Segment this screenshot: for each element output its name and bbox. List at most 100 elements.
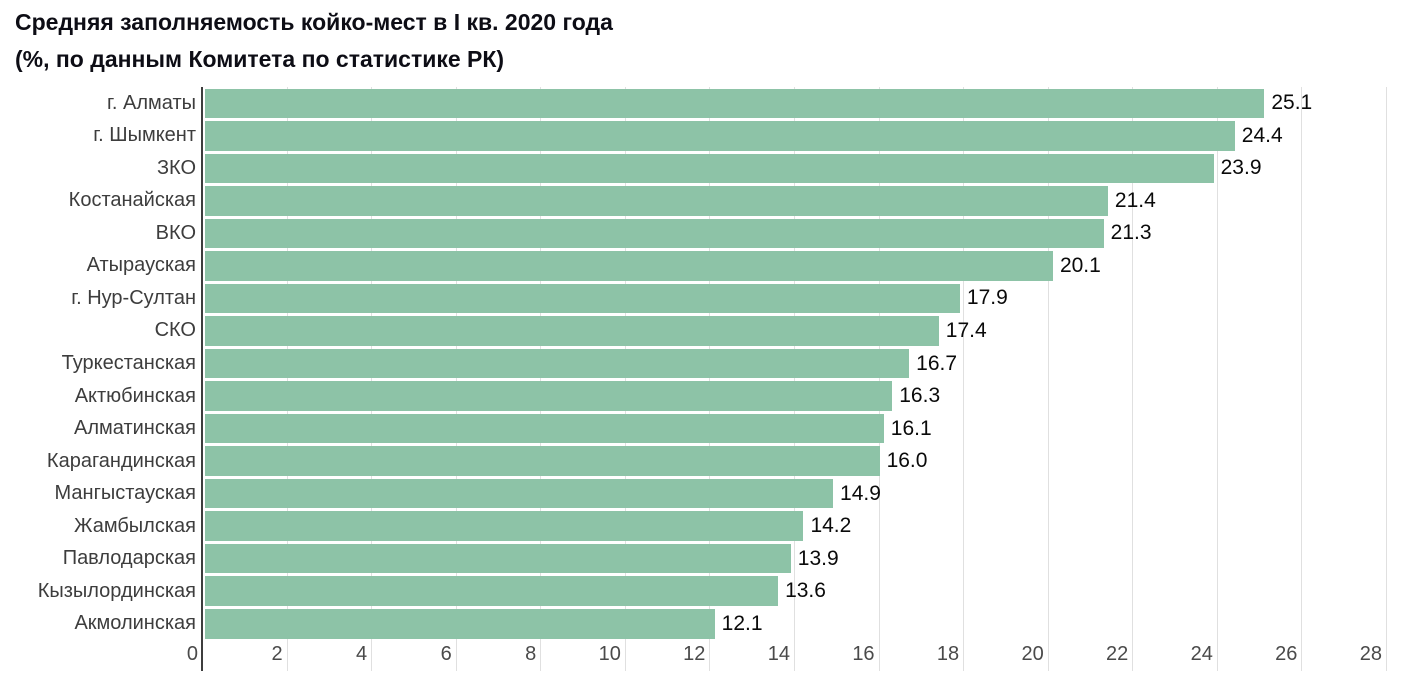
bar-4 bbox=[205, 218, 1104, 249]
category-label: Карагандинская bbox=[46, 449, 196, 472]
category-label: Акмолинская bbox=[74, 612, 196, 635]
gridline-x-12 bbox=[709, 87, 711, 671]
x-tick-label-20: 20 bbox=[1021, 643, 1044, 665]
bar-row: 16.1 bbox=[205, 412, 1405, 445]
gridline-x-2 bbox=[286, 87, 288, 671]
bar-8 bbox=[205, 348, 910, 379]
x-tick-label-12: 12 bbox=[683, 643, 706, 665]
bar-11 bbox=[205, 446, 880, 476]
x-tick-label-22: 22 bbox=[1106, 643, 1129, 665]
x-tick-label-4: 4 bbox=[356, 643, 368, 665]
x-tick-label-24: 24 bbox=[1190, 643, 1213, 665]
bar-row: 20.1 bbox=[205, 250, 1405, 283]
bar-value-label: 16.7 bbox=[916, 351, 958, 375]
chart-title-line1: Средняя заполняемость койко-мест в I кв.… bbox=[15, 9, 613, 35]
bar-row: 14.9 bbox=[205, 477, 1405, 510]
category-label: Кызылординская bbox=[37, 579, 196, 602]
bar-row: 16.0 bbox=[205, 445, 1405, 478]
bar-row: 25.1 bbox=[205, 87, 1405, 120]
bar-series: 25.1 24.4 23.9 21.4 21.3 20.1 17.9 17.4 16.7 16.3… bbox=[205, 87, 1405, 640]
gridline-x-28 bbox=[1386, 87, 1387, 671]
bar-10 bbox=[205, 413, 884, 444]
bar-row: 13.6 bbox=[205, 575, 1405, 608]
bar-value-label: 17.9 bbox=[966, 286, 1008, 310]
bar-9 bbox=[205, 381, 893, 411]
x-tick-label-28: 28 bbox=[1359, 643, 1382, 665]
category-label: Костанайская bbox=[68, 189, 196, 212]
bar-value-label: 20.1 bbox=[1059, 253, 1101, 277]
gridline-x-18 bbox=[963, 87, 965, 671]
bar-value-label: 16.3 bbox=[899, 384, 941, 408]
bar-12 bbox=[205, 478, 834, 509]
category-label: Актюбинская bbox=[74, 384, 196, 407]
category-label: Атырауская bbox=[86, 254, 196, 277]
category-label: ЗКО bbox=[156, 156, 196, 179]
bar-13 bbox=[205, 511, 804, 541]
category-label: г. Алматы bbox=[107, 91, 196, 114]
bar-value-label: 17.4 bbox=[945, 318, 987, 342]
gridline-x-16 bbox=[878, 87, 880, 671]
category-label: ВКО bbox=[155, 221, 196, 244]
gridline-x-8 bbox=[540, 87, 542, 671]
bar-row: 21.4 bbox=[205, 185, 1405, 218]
bar-value-label: 16.0 bbox=[886, 449, 928, 473]
category-label: г. Нур-Султан bbox=[71, 286, 196, 309]
x-tick-label-10: 10 bbox=[598, 643, 621, 665]
bar-0 bbox=[205, 88, 1265, 119]
gridline-x-20 bbox=[1047, 87, 1049, 671]
bar-value-label: 23.9 bbox=[1220, 156, 1262, 180]
category-label: СКО bbox=[154, 319, 196, 342]
bar-2 bbox=[205, 153, 1214, 184]
bar-row: 16.7 bbox=[205, 347, 1405, 380]
x-tick-label-14: 14 bbox=[767, 643, 790, 665]
bar-value-label: 14.2 bbox=[810, 514, 852, 538]
bar-value-label: 14.9 bbox=[840, 481, 881, 505]
y-axis-line bbox=[201, 87, 203, 671]
category-label: г. Шымкент bbox=[93, 124, 196, 147]
gridline-x-10 bbox=[624, 87, 626, 671]
bar-row: 24.4 bbox=[205, 120, 1405, 153]
bar-value-label: 25.1 bbox=[1271, 91, 1313, 115]
bar-row: 14.2 bbox=[205, 510, 1405, 543]
bar-row: 17.4 bbox=[205, 315, 1405, 348]
x-tick-label-6: 6 bbox=[440, 643, 452, 665]
bar-row: 13.9 bbox=[205, 542, 1405, 575]
gridline-x-26 bbox=[1301, 87, 1303, 671]
plot-area bbox=[201, 87, 1387, 671]
chart-title-line2: (%, по данным Комитета по статистике РК) bbox=[15, 46, 505, 72]
bar-value-label: 21.4 bbox=[1114, 188, 1156, 212]
x-tick-label-2: 2 bbox=[271, 643, 283, 665]
gridline-x-6 bbox=[455, 87, 457, 671]
bar-6 bbox=[205, 283, 960, 314]
category-label: Павлодарская bbox=[62, 547, 196, 570]
category-label: Жамбылская bbox=[74, 514, 196, 537]
bar-row: 23.9 bbox=[205, 152, 1405, 185]
x-tick-label-26: 26 bbox=[1275, 643, 1298, 665]
bar-value-label: 24.4 bbox=[1241, 123, 1283, 147]
bar-3 bbox=[205, 186, 1108, 216]
bar-row: 21.3 bbox=[205, 217, 1405, 250]
bar-value-label: 21.3 bbox=[1110, 221, 1152, 245]
x-tick-label-8: 8 bbox=[525, 643, 537, 665]
bar-row: 12.1 bbox=[205, 608, 1405, 641]
category-label: Туркестанская bbox=[61, 352, 196, 375]
gridline-x-24 bbox=[1216, 87, 1218, 671]
gridline-x-14 bbox=[794, 87, 795, 671]
bar-15 bbox=[205, 576, 779, 606]
category-label: Мангыстауская bbox=[54, 482, 196, 505]
bar-16 bbox=[205, 609, 715, 639]
bar-value-label: 13.9 bbox=[797, 546, 839, 570]
category-label: Алматинская bbox=[74, 417, 196, 440]
category-axis: г. Алматы г. Шымкент ЗКО Костанайская ВКО Аты… bbox=[0, 87, 196, 640]
bar-7 bbox=[205, 316, 939, 346]
bar-value-label: 12.1 bbox=[721, 611, 763, 635]
bar-row: 16.3 bbox=[205, 380, 1405, 413]
bar-14 bbox=[205, 543, 791, 574]
bar-value-label: 13.6 bbox=[785, 579, 826, 603]
bar-value-label: 16.1 bbox=[890, 416, 932, 440]
chart-title: Средняя заполняемость койко-мест в I кв.… bbox=[15, 4, 613, 78]
bar-1 bbox=[205, 121, 1235, 151]
x-tick-label-18: 18 bbox=[936, 643, 960, 665]
x-tick-label-0: 0 bbox=[186, 643, 198, 665]
